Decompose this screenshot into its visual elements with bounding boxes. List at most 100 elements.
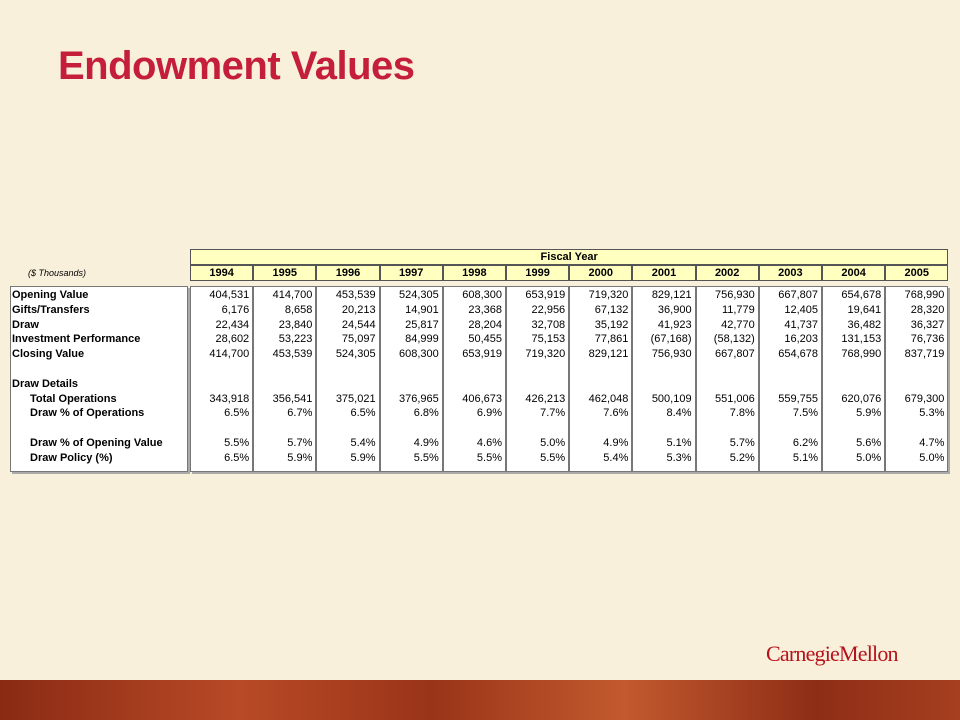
cell-value: 32,708	[531, 318, 566, 331]
cell-value: 414,700	[272, 289, 313, 301]
cell-value: 5.0%	[540, 437, 566, 449]
cell-value: 837,719	[904, 348, 945, 361]
cell-value: 4.9%	[413, 437, 439, 449]
cell-value: 620,076	[841, 392, 882, 405]
cell-value: 426,213	[525, 392, 566, 405]
cell-value: 5.5%	[476, 451, 502, 464]
cell-value: 500,109	[651, 392, 692, 405]
cell-value: 131,153	[841, 333, 882, 346]
cell-value: 4.7%	[919, 437, 945, 449]
cell-value: 75,097	[341, 333, 376, 346]
cell-value: 22,434	[215, 318, 250, 331]
cell-value: 5.0%	[919, 451, 945, 464]
cell-value: 6.5%	[350, 407, 376, 420]
year-label: 2001	[651, 267, 677, 279]
cell-value: 406,673	[462, 392, 502, 405]
cell-value: 23,840	[278, 318, 313, 331]
cell-value: 6,176	[221, 303, 250, 316]
cell-value: 375,021	[335, 392, 376, 405]
value-column	[316, 286, 380, 472]
value-column	[632, 286, 696, 472]
cell-value: 414,700	[209, 348, 250, 361]
cell-value: 20,213	[341, 303, 376, 316]
logo: CarnegieMellon	[766, 641, 899, 666]
cell-value: 35,192	[594, 318, 629, 331]
cell-value: 7.6%	[603, 407, 629, 420]
year-cell	[190, 265, 254, 281]
cell-value: 654,678	[841, 289, 882, 301]
cell-value: 5.5%	[224, 437, 250, 449]
cell-value: 67,132	[594, 303, 629, 316]
cell-value: 462,048	[588, 392, 629, 405]
group-header: Fiscal Year	[540, 251, 598, 263]
cell-value: 41,737	[784, 318, 818, 331]
cell-value: 6.8%	[413, 407, 439, 420]
row-label: Draw % of Opening Value	[30, 437, 163, 449]
slide-title: Endowment Values	[58, 44, 415, 88]
cell-value: 524,305	[399, 289, 439, 301]
cell-value: 7.5%	[792, 407, 818, 420]
cell-value: 653,919	[525, 289, 566, 301]
cell-value: 5.1%	[666, 437, 692, 449]
year-label: 1999	[525, 267, 550, 279]
year-cell	[379, 265, 443, 281]
cell-value: 5.4%	[350, 437, 376, 449]
cell-value: 5.5%	[540, 451, 566, 464]
cell-value: 76,736	[910, 333, 945, 346]
cell-value: 719,320	[525, 348, 566, 361]
cell-value: 23,368	[468, 303, 502, 316]
value-column	[506, 286, 570, 472]
year-cell	[885, 265, 949, 281]
year-label: 2000	[588, 267, 614, 279]
cell-value: 5.3%	[666, 451, 692, 464]
cell-value: 7.8%	[729, 407, 755, 420]
cell-value: 5.1%	[792, 451, 818, 464]
units-label: ($ Thousands)	[28, 268, 87, 278]
year-label: 1996	[335, 267, 361, 279]
cell-value: 8.4%	[666, 407, 692, 420]
year-label: 2005	[904, 267, 930, 279]
cell-value: 5.2%	[729, 451, 755, 464]
value-column	[442, 286, 506, 472]
year-label: 1994	[209, 267, 234, 279]
cell-value: 559,755	[778, 392, 818, 405]
cell-value: 768,990	[841, 348, 882, 361]
cell-value: 5.4%	[603, 451, 629, 464]
year-cell	[822, 265, 886, 281]
row-label: Draw Policy (%)	[30, 451, 113, 464]
value-column	[695, 286, 759, 472]
cell-value: 6.9%	[476, 407, 502, 420]
cell-value: 343,918	[209, 392, 250, 405]
cell-value: 77,861	[594, 333, 629, 346]
value-column	[190, 286, 254, 472]
year-cell	[695, 265, 759, 281]
year-cell	[569, 265, 633, 281]
cell-value: 24,544	[341, 318, 376, 331]
cell-value: 36,327	[910, 318, 945, 331]
cell-value: 14,901	[405, 303, 439, 316]
cell-value: 608,300	[462, 289, 502, 301]
cell-value: 5.9%	[287, 451, 313, 464]
cell-value: 453,539	[335, 289, 376, 301]
cell-value: 84,999	[405, 333, 439, 346]
year-label: 1995	[272, 267, 298, 279]
cell-value: 756,930	[715, 289, 755, 301]
cell-value: 679,300	[904, 392, 945, 405]
cell-value: 53,223	[278, 333, 313, 346]
section-heading: Draw Details	[12, 377, 79, 390]
year-cell	[758, 265, 822, 281]
year-cell	[442, 265, 506, 281]
cell-value: 5.3%	[919, 407, 945, 420]
cell-value: 5.7%	[287, 437, 313, 449]
cell-value: 5.5%	[413, 451, 439, 464]
year-cell	[506, 265, 570, 281]
value-column	[253, 286, 317, 472]
year-label: 2002	[714, 267, 740, 279]
year-label: 1997	[398, 267, 424, 279]
cell-value: 608,300	[399, 348, 439, 361]
header-box	[190, 249, 949, 265]
cell-value: 75,153	[531, 333, 566, 346]
cell-value: 11,779	[721, 303, 755, 316]
